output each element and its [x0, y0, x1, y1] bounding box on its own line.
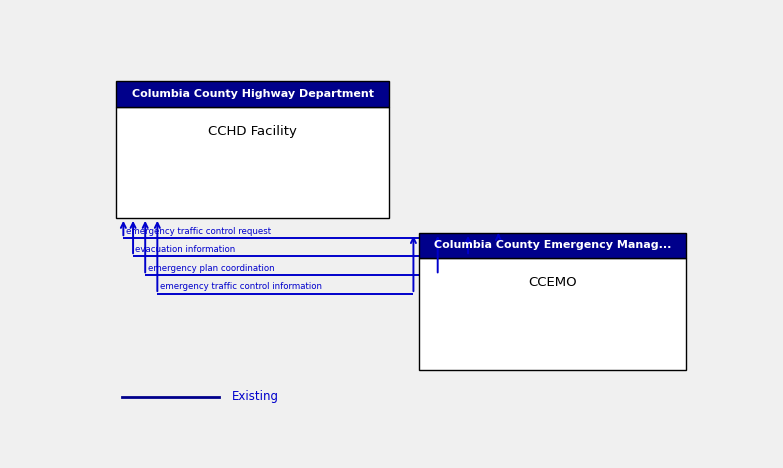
Text: Columbia County Highway Department: Columbia County Highway Department [132, 89, 373, 99]
Bar [116, 81, 389, 107]
Text: evacuation information: evacuation information [135, 245, 236, 254]
Bar [116, 107, 389, 218]
Bar [420, 258, 687, 370]
Text: emergency traffic control request: emergency traffic control request [126, 227, 271, 235]
Text: CCHD Facility: CCHD Facility [208, 124, 297, 138]
Text: emergency plan coordination: emergency plan coordination [148, 264, 274, 273]
Text: emergency traffic control information: emergency traffic control information [160, 283, 322, 292]
Bar [420, 233, 687, 258]
Text: Existing: Existing [232, 390, 279, 403]
Text: CCEMO: CCEMO [529, 276, 577, 289]
Text: Columbia County Emergency Manag...: Columbia County Emergency Manag... [435, 241, 672, 250]
